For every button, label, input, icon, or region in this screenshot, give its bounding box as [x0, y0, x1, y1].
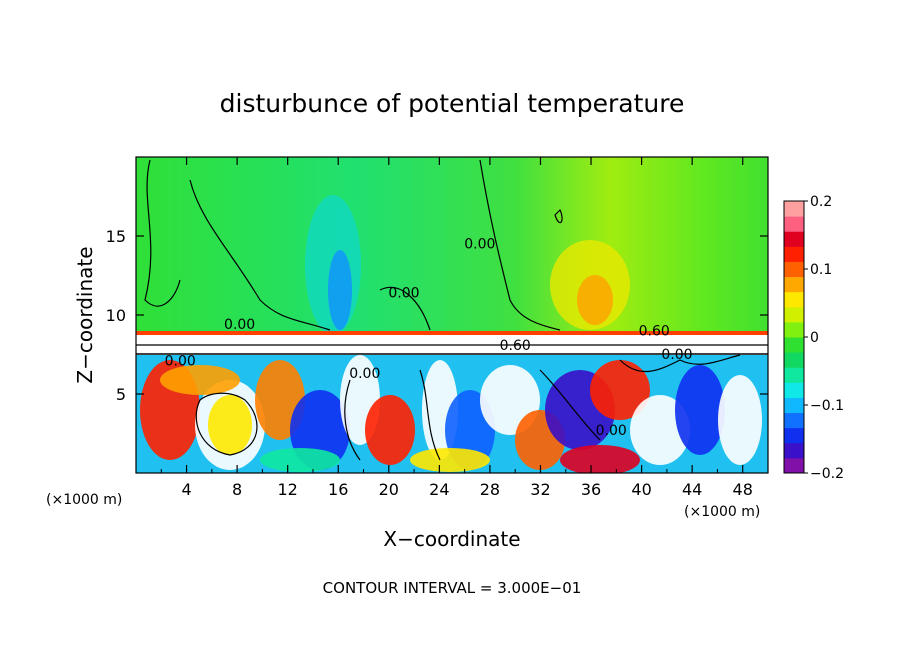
colorbar-swatch: [784, 412, 804, 429]
y-axis: 5 10 15: [106, 227, 768, 404]
colorbar-swatch: [784, 246, 804, 262]
chart-title: disturbunce of potential temperature: [220, 89, 685, 118]
field-blob: [590, 360, 650, 420]
field-blob: [675, 365, 725, 455]
colorbar-swatch: [784, 306, 804, 323]
x-axis: 4 8 12 16 20 24 28 32 36 40 44 48: [160, 157, 753, 499]
colorbar-tick-label: −0.1: [810, 398, 844, 414]
y-tick-label: 10: [106, 306, 126, 325]
colorbar-swatch: [784, 337, 804, 353]
contour-label: 0.00: [349, 366, 380, 382]
x-tick-label: 4: [181, 480, 191, 499]
x-tick-label: 48: [733, 480, 753, 499]
field-blob: [630, 395, 690, 465]
x-tick-label: 12: [278, 480, 298, 499]
colorbar-swatch: [784, 457, 804, 474]
colorbar-tick-label: 0.2: [810, 194, 832, 210]
colorbar-swatch: [784, 261, 804, 278]
colorbar-swatch: [784, 397, 804, 414]
x-tick-label: 44: [682, 480, 702, 499]
field-blob: [260, 448, 340, 472]
cool-plume-core: [328, 250, 352, 330]
x-tick-label: 24: [429, 480, 449, 499]
x-axis-label: X−coordinate: [383, 527, 520, 551]
y-tick-label: 15: [106, 227, 126, 246]
contour-label: 0.00: [165, 354, 196, 370]
contour-labels: 0.00 0.00 0.00 0.60 0.60 0.00 0.00 0.00 0.00: [165, 237, 693, 439]
colorbar-swatch: [784, 216, 804, 232]
field-blob: [718, 375, 762, 465]
colorbar-tick-label: 0: [810, 330, 819, 346]
colorbar-swatch: [784, 352, 804, 368]
field-blob: [560, 445, 640, 473]
contour-label: 0.00: [388, 286, 419, 302]
colorbar-tick-label: −0.2: [810, 466, 844, 482]
x-tick-label: 32: [530, 480, 550, 499]
inversion-layer: [136, 331, 768, 335]
contour-interval-note: CONTOUR INTERVAL = 3.000E−01: [323, 579, 582, 597]
colorbar-swatch: [784, 427, 804, 444]
warm-patch-core: [577, 275, 613, 325]
y-axis-label: Z−coordinate: [73, 246, 97, 383]
y-tick-label: 5: [116, 385, 126, 404]
x-unit-right: (×1000 m): [684, 504, 760, 520]
contour-label: 0.60: [639, 324, 670, 340]
field-blob: [160, 365, 240, 395]
colorbar-swatch: [784, 291, 804, 308]
contour-label: 0.00: [661, 347, 692, 363]
x-tick-label: 16: [328, 480, 348, 499]
colorbar-swatch: [784, 442, 804, 459]
x-tick-label: 20: [379, 480, 399, 499]
field-blob: [208, 395, 252, 455]
contour-label: 0.00: [224, 317, 255, 333]
x-tick-label: 40: [631, 480, 651, 499]
x-unit-left: (×1000 m): [46, 492, 122, 508]
colorbar-swatch: [784, 382, 804, 398]
x-tick-label: 8: [232, 480, 242, 499]
field-blob: [410, 448, 490, 472]
field-blob: [365, 395, 415, 465]
contour-label: 0.00: [464, 237, 495, 253]
colorbar: 0.2 0.1 0 −0.1 −0.2: [783, 194, 844, 482]
colorbar-swatch: [784, 276, 804, 293]
colorbar-swatch: [784, 321, 804, 338]
upper-field: [136, 157, 768, 335]
contour-label: 0.60: [500, 338, 531, 354]
x-tick-label: 36: [581, 480, 601, 499]
colorbar-swatch: [784, 367, 804, 383]
colorbar-swatch: [784, 231, 804, 247]
contour-label: 0.00: [596, 423, 627, 439]
x-tick-label: 28: [480, 480, 500, 499]
heatmap-field: 0.00 0.00 0.00 0.60 0.60 0.00 0.00 0.00 0.00: [136, 157, 768, 473]
contour-lines: [136, 159, 768, 461]
colorbar-swatch: [784, 201, 804, 217]
turbulent-blobs: [140, 355, 762, 473]
colorbar-tick-label: 0.1: [810, 262, 832, 278]
